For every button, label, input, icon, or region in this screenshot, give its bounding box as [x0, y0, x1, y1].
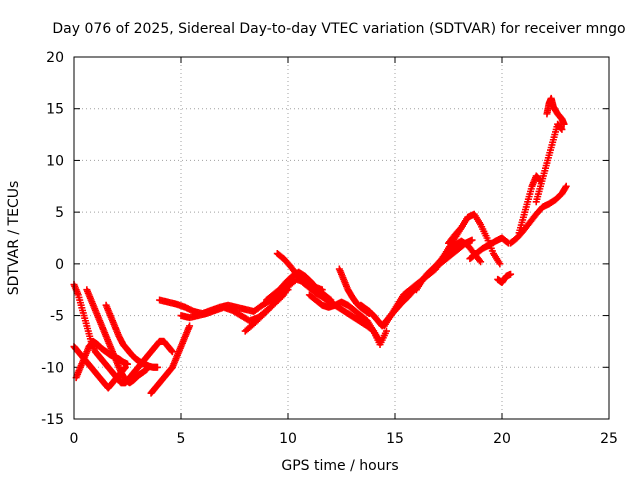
data-point	[477, 258, 485, 266]
y-tick-label: 5	[55, 205, 64, 221]
y-tick-label: -15	[41, 412, 64, 428]
data-point	[153, 363, 161, 371]
data-point	[186, 322, 194, 330]
y-tick-label: 20	[46, 50, 64, 66]
data-point	[124, 360, 131, 368]
plot-frame	[73, 56, 610, 420]
data-point	[507, 270, 515, 278]
x-axis-label: GPS time / hours	[281, 458, 398, 474]
y-tick-label: 0	[55, 257, 64, 273]
data-point	[168, 348, 176, 356]
y-tick-label: 15	[46, 102, 64, 118]
data-point	[382, 327, 390, 335]
x-tick-label: 25	[600, 431, 618, 447]
y-tick-label: -5	[50, 309, 64, 325]
x-tick-label: 15	[386, 431, 404, 447]
data-point	[468, 236, 476, 244]
data-point	[558, 125, 566, 133]
data-point	[562, 182, 570, 190]
data-points	[70, 94, 570, 397]
y-axis-label: SDTVAR / TECUs	[6, 181, 22, 296]
x-tick-label: 20	[493, 431, 511, 447]
x-tick-label: 5	[177, 431, 186, 447]
data-point	[560, 120, 568, 128]
y-tick-label: -10	[41, 360, 64, 376]
x-tick-label: 0	[70, 431, 79, 447]
data-point	[496, 260, 504, 268]
y-tick-label: 10	[46, 153, 64, 169]
tick-labels: 0 5 10 15 20 25 -15 -10 -5 0 5 10 15 20	[41, 50, 618, 447]
x-tick-label: 10	[279, 431, 297, 447]
chart-title: Day 076 of 2025, Sidereal Day-to-day VTE…	[52, 21, 625, 37]
data-point	[476, 256, 484, 264]
